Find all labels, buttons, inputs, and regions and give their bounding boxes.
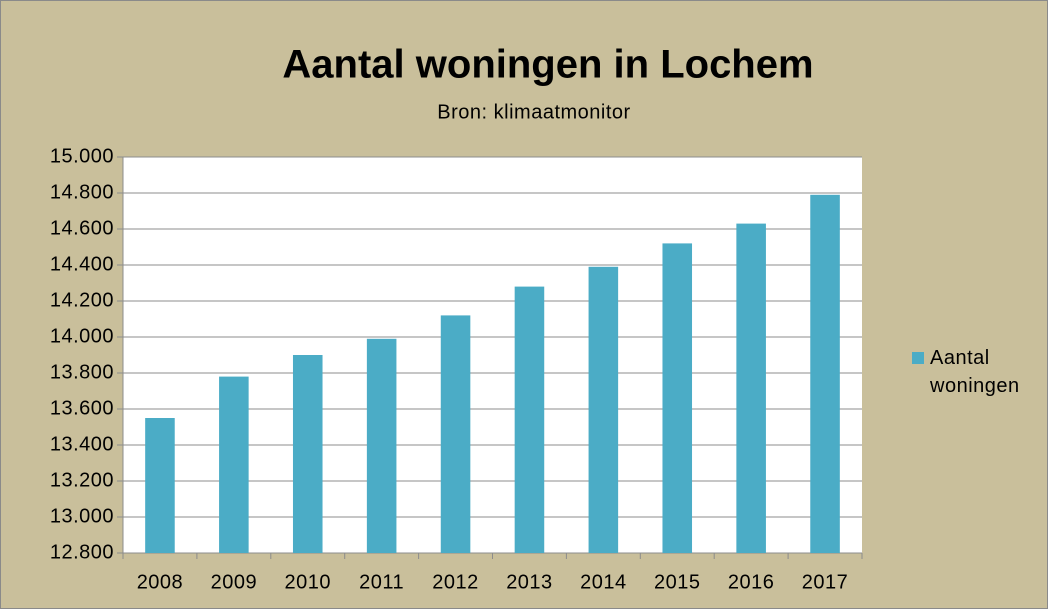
y-tick-label: 13.400 (50, 433, 114, 455)
y-tick-label: 14.800 (50, 181, 114, 203)
x-tick-label: 2015 (654, 571, 701, 593)
x-tick-label: 2012 (432, 571, 479, 593)
bar (588, 266, 619, 553)
bar (736, 223, 766, 553)
y-tick-label: 13.000 (50, 505, 114, 527)
bar (440, 315, 471, 553)
bar (292, 355, 323, 553)
bar (810, 194, 840, 554)
x-tick-label: 2013 (506, 571, 553, 593)
x-tick-label: 2010 (285, 571, 332, 593)
y-tick-label: 13.600 (50, 397, 114, 419)
y-tick-label: 12.800 (50, 541, 114, 563)
bar (219, 376, 249, 553)
x-tick-label: 2016 (728, 571, 775, 593)
y-tick-label: 13.800 (50, 361, 114, 383)
y-tick-label: 14.200 (50, 289, 114, 311)
x-tick-label: 2017 (802, 571, 849, 593)
chart-title: Aantal woningen in Lochem (282, 43, 813, 87)
y-tick-label: 14.400 (50, 253, 114, 275)
legend-label: Aantal woningen (930, 347, 1020, 397)
x-tick-label: 2008 (137, 571, 184, 593)
y-tick-label: 14.600 (50, 217, 114, 239)
chart-subtitle: Bron: klimaatmonitor (437, 101, 630, 123)
y-tick-label: 15.000 (50, 145, 114, 167)
bar (662, 243, 693, 553)
y-tick-label: 14.000 (50, 325, 114, 347)
x-tick-label: 2014 (580, 571, 627, 593)
bar (514, 286, 545, 553)
x-tick-label: 2011 (359, 571, 404, 593)
x-tick-label: 2009 (211, 571, 258, 593)
bar (145, 418, 175, 553)
bar (366, 338, 397, 553)
y-tick-label: 13.200 (50, 469, 114, 491)
legend-marker (912, 352, 924, 364)
